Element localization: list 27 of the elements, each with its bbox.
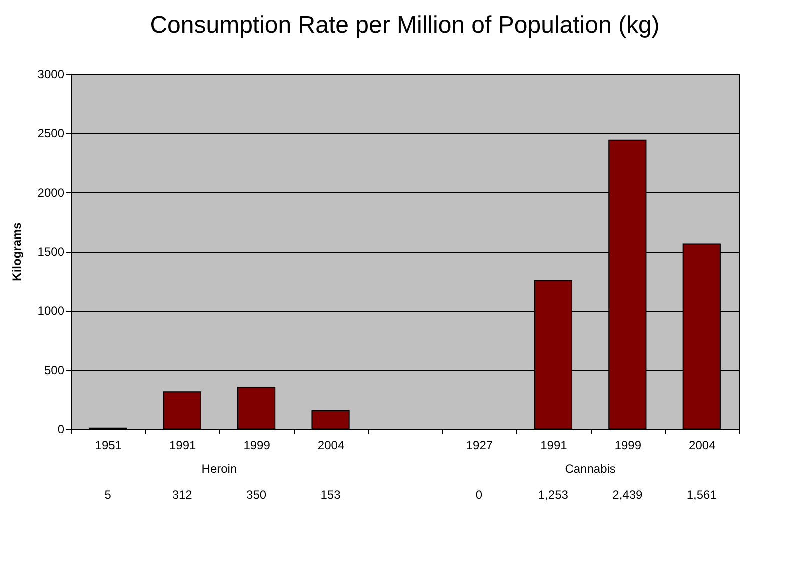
x-tick-label: 1999 <box>614 438 642 452</box>
y-tick-label: 1500 <box>38 245 65 259</box>
data-label: 2,439 <box>612 488 644 502</box>
y-tick-label: 2500 <box>38 126 65 141</box>
x-tick-label: 1999 <box>244 438 271 452</box>
x-tick-label: 2004 <box>318 438 345 452</box>
x-tick-label: 1991 <box>540 438 568 452</box>
x-tick-label: 1927 <box>466 438 494 452</box>
data-label: 312 <box>172 488 193 502</box>
data-label: 5 <box>104 488 112 502</box>
data-label: 153 <box>320 488 342 502</box>
data-label: 1,253 <box>538 488 569 502</box>
y-axis-title: Kilograms <box>10 222 24 282</box>
text: Cannabis <box>565 462 616 476</box>
y-tick-label: 2000 <box>38 186 65 200</box>
y-tick-label: 1000 <box>38 304 65 318</box>
y-tick-label: 500 <box>44 363 65 378</box>
x-tick-label: 1951 <box>95 438 122 452</box>
text: Heroin <box>202 462 238 476</box>
data-label: 350 <box>246 488 267 502</box>
y-tick-label: 0 <box>58 422 65 436</box>
y-tick-label: 3000 <box>38 68 65 82</box>
x-tick-label: 2004 <box>689 438 716 452</box>
chart-title: Consumption Rate per Million of Population (kg) <box>150 12 660 39</box>
data-label: 1,561 <box>686 488 718 502</box>
data-label: 0 <box>476 488 483 502</box>
x-tick-label: 1991 <box>169 438 197 452</box>
